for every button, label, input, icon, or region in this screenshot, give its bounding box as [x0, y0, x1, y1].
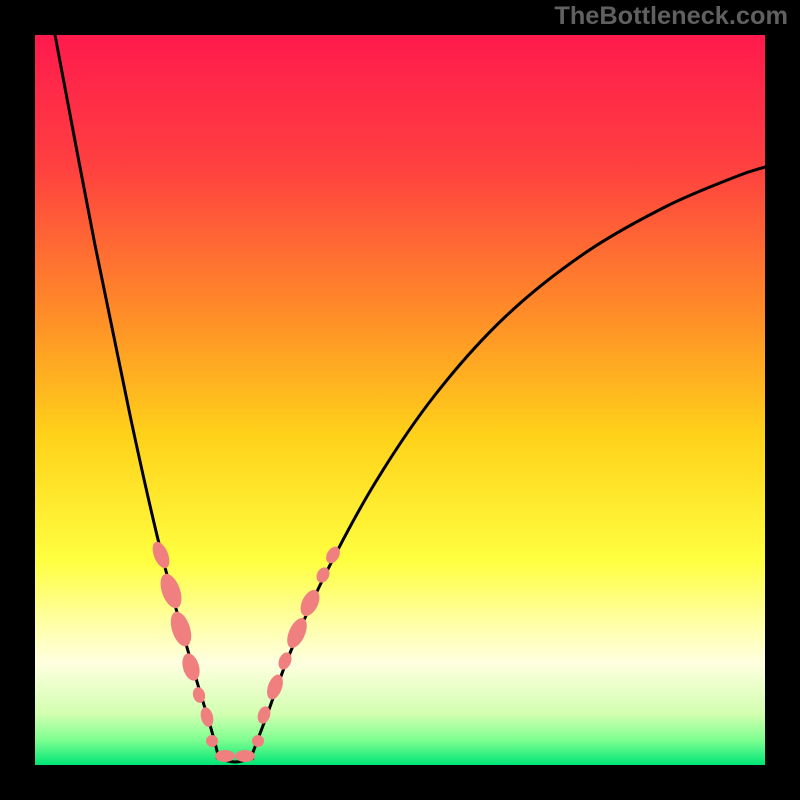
page-root: TheBottleneck.com — [0, 0, 800, 800]
gradient-fill — [35, 35, 765, 765]
data-marker — [235, 750, 255, 762]
watermark-text: TheBottleneck.com — [554, 2, 788, 31]
data-marker — [215, 750, 235, 762]
data-marker — [252, 735, 264, 747]
data-marker — [206, 735, 218, 747]
bottleneck-chart — [35, 35, 765, 765]
chart-svg — [35, 35, 765, 765]
